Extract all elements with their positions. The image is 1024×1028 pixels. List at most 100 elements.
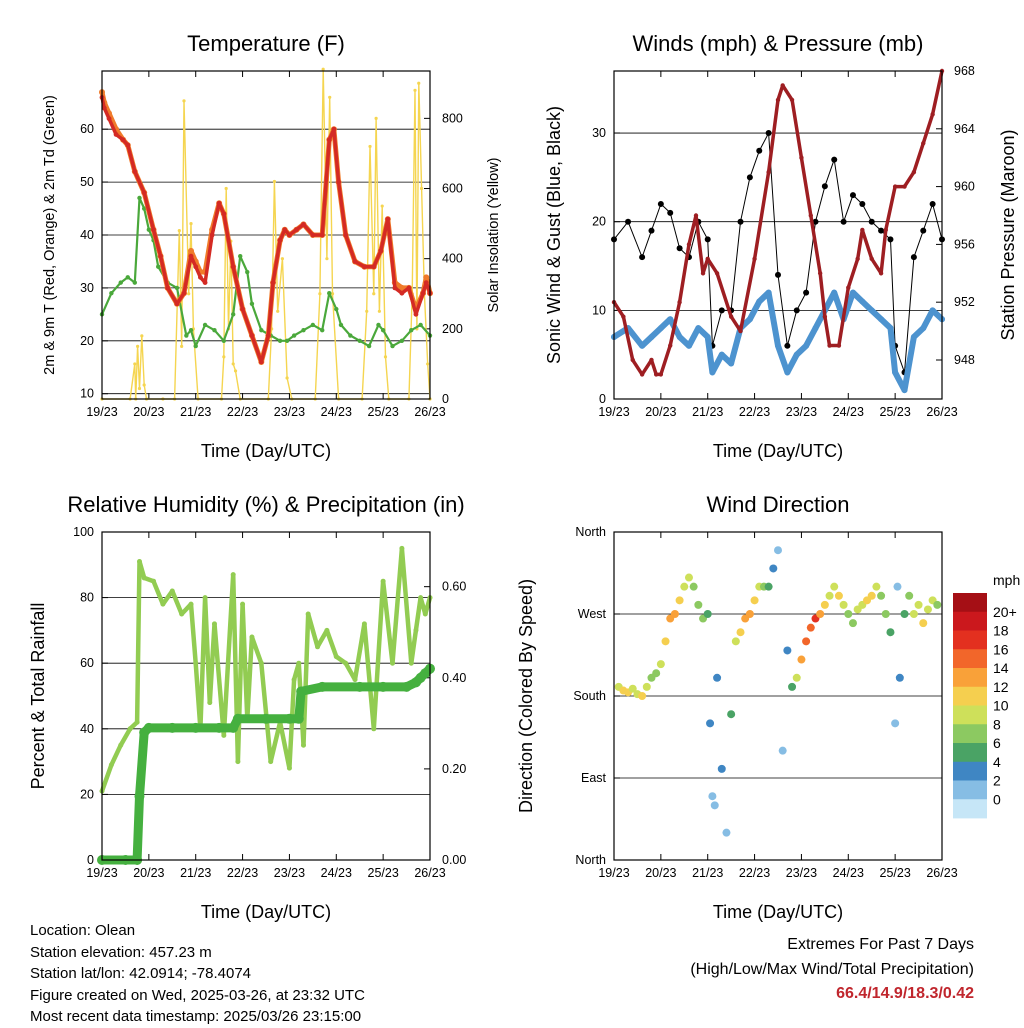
rh-point	[408, 660, 414, 666]
solar-point	[321, 67, 325, 71]
temp-9m-point	[423, 274, 430, 281]
dewpoint-point	[231, 312, 236, 317]
dewpoint-point	[348, 333, 353, 338]
pressure-point	[892, 184, 898, 189]
direction-point	[727, 710, 736, 719]
latlon-text: Station lat/lon: 42.0914; -78.4074	[30, 965, 252, 982]
dewpoint-point	[338, 322, 344, 328]
solar-point	[380, 204, 384, 208]
legend-title: mph	[993, 572, 1020, 588]
pressure-point	[860, 227, 865, 233]
dewpoint-point	[301, 328, 306, 333]
dewpoint-point	[212, 328, 217, 333]
direction-point	[656, 660, 665, 669]
x-tick-label: 22/23	[227, 866, 258, 880]
direction-point	[933, 600, 942, 609]
direction-point	[895, 673, 904, 682]
direction-point	[792, 673, 801, 682]
solar-point	[177, 229, 181, 233]
dewpoint-point	[284, 338, 290, 344]
panel-1: 19/23 20/23 21/23 22/23 23/23 24/23 25/23 26/23…	[42, 31, 502, 461]
rh-point	[240, 601, 246, 607]
wind-point	[784, 369, 791, 376]
dewpoint-point	[125, 275, 130, 280]
direction-point	[703, 610, 712, 618]
rh-point	[188, 601, 194, 607]
direction-point	[830, 582, 839, 591]
wind-point	[793, 351, 800, 358]
extremes-subtitle: (High/Low/Max Wind/Total Precipitation)	[690, 960, 974, 978]
legend-swatch	[953, 611, 987, 631]
rh-point	[151, 578, 157, 584]
rh-point	[193, 660, 199, 666]
temp-2m-point	[198, 274, 203, 280]
x-tick-label: 24/23	[321, 866, 352, 880]
wind-point	[648, 333, 655, 340]
x-tick-label: 25/23	[880, 866, 911, 880]
direction-point	[652, 669, 661, 678]
pressure-point	[869, 256, 874, 262]
pressure-point	[846, 285, 851, 290]
rh-point	[422, 611, 428, 617]
solar-point	[383, 355, 388, 359]
wind-line	[611, 289, 945, 394]
x-tick-label: 19/23	[86, 866, 117, 880]
dewpoint-point	[399, 338, 405, 344]
y-tick-label: 10	[80, 387, 94, 401]
panel-2: 19/23 20/23 21/23 22/23 23/23 24/23 25/23 26/23…	[544, 31, 1018, 461]
y-tick-label: 80	[80, 591, 94, 605]
temp-2m-point	[336, 179, 342, 185]
wind-point	[878, 316, 885, 323]
wind-point	[709, 369, 716, 376]
precip-point	[143, 722, 154, 733]
pressure-point	[827, 343, 832, 348]
temp-2m-point	[230, 264, 236, 270]
plot-frame	[613, 70, 943, 400]
speed-legend: mph 20+ 18 16 14 12 10 8 6 4 2 0	[953, 572, 1020, 819]
legend-label: 16	[993, 641, 1009, 657]
solar-point	[276, 309, 280, 313]
wind-point	[910, 333, 917, 340]
chart-title: Relative Humidity (%) & Precipitation (i…	[67, 492, 464, 517]
legend-label: 2	[993, 773, 1001, 789]
wind-point	[920, 325, 927, 332]
rh-point	[221, 732, 227, 738]
temp-2m-point	[120, 137, 126, 143]
legend-label: 4	[993, 754, 1001, 770]
solar-point	[285, 376, 289, 380]
temp-2m-point	[265, 333, 271, 338]
legend-swatch	[953, 705, 987, 725]
wind-point	[704, 333, 711, 340]
wind-point	[812, 325, 819, 332]
legend-swatch	[953, 593, 987, 613]
pressure-point	[836, 343, 842, 348]
direction-point	[694, 600, 703, 609]
precip-point	[296, 686, 307, 697]
y-tick-label: 100	[73, 525, 94, 539]
wind-point	[667, 316, 674, 323]
x-tick-label: 21/23	[692, 866, 723, 880]
direction-point	[778, 746, 787, 755]
dewpoint-point	[291, 333, 297, 338]
direction-point	[923, 605, 932, 614]
y2-tick-label: 0.40	[442, 671, 466, 685]
x-tick-label: 20/23	[645, 405, 676, 419]
temp-2m-point	[371, 264, 377, 270]
panel-3: 19/23 20/23 21/23 22/23 23/23 24/23 25/23 26/23…	[28, 492, 466, 922]
dewpoint-point	[137, 195, 142, 201]
dewpoint-point	[146, 227, 152, 232]
solar-point	[368, 144, 372, 149]
x-tick-label: 25/23	[368, 866, 399, 880]
legend-swatch	[953, 743, 987, 763]
solar-point	[413, 88, 417, 92]
station-info: Location: Olean Station elevation: 457.2…	[30, 920, 365, 1028]
dewpoint-point	[357, 338, 362, 344]
legend-swatch	[953, 649, 987, 669]
dewpoint-point	[380, 328, 386, 333]
precip-point	[317, 681, 328, 692]
direction-point	[905, 591, 914, 600]
temp-2m-point	[151, 227, 156, 233]
rh-point	[300, 742, 306, 748]
rh-point	[352, 677, 358, 683]
pressure-point	[705, 256, 710, 262]
